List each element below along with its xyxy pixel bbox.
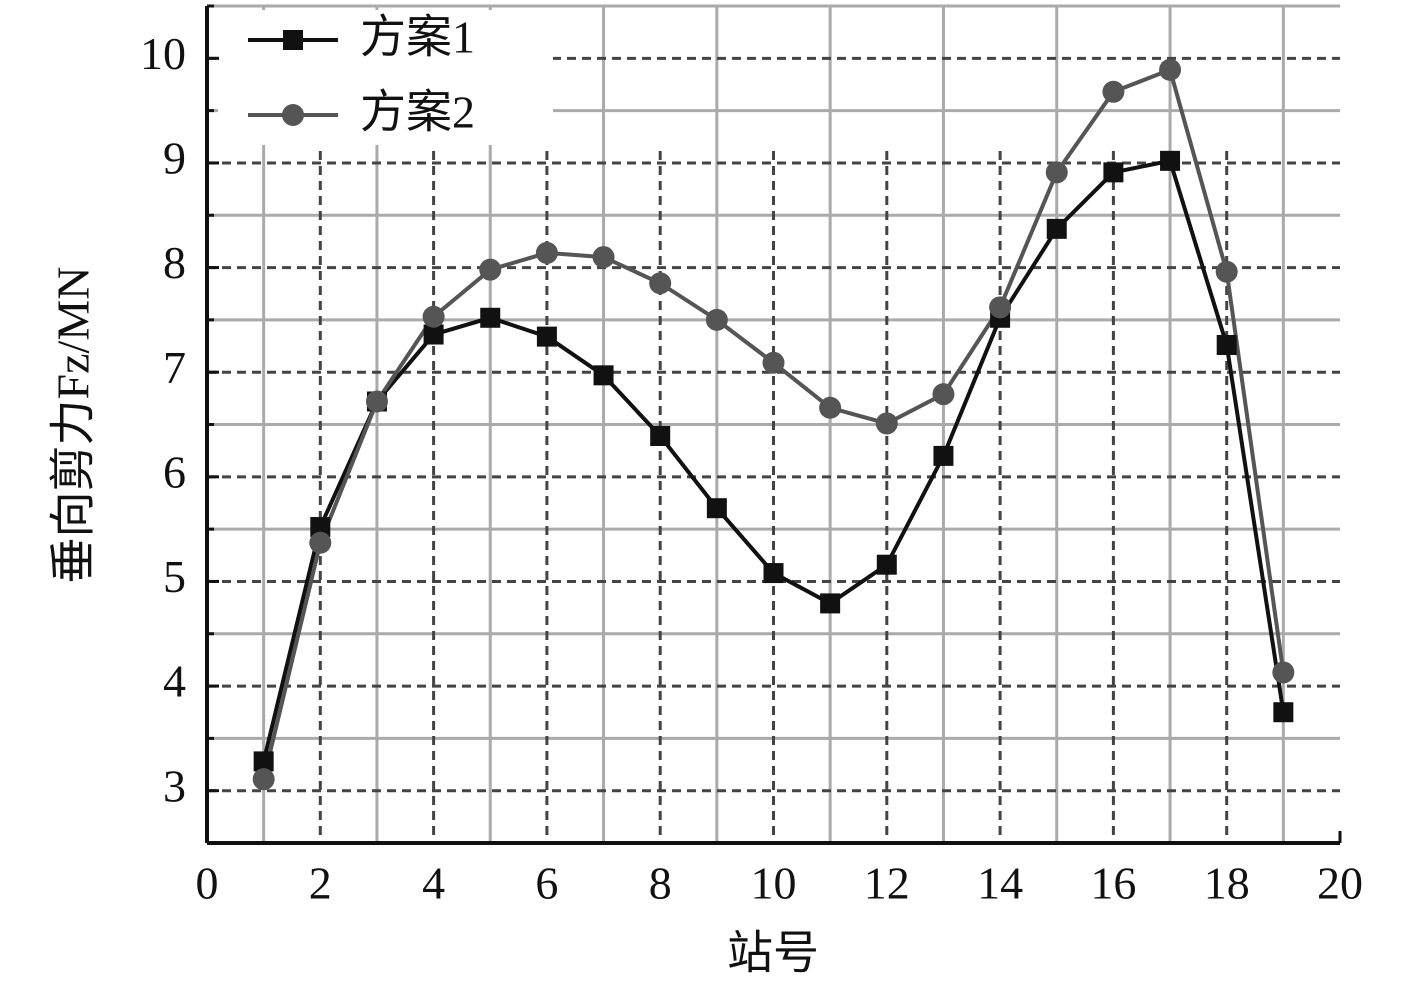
x-tick-label: 18 <box>1204 858 1250 909</box>
x-tick-label: 14 <box>977 858 1023 909</box>
marker <box>989 296 1012 319</box>
y-tick-label: 6 <box>163 446 186 497</box>
x-tick-label: 12 <box>864 858 910 909</box>
marker <box>1045 161 1068 184</box>
x-tick-label: 0 <box>196 858 219 909</box>
x-tick-label: 2 <box>309 858 332 909</box>
marker <box>593 365 614 386</box>
marker <box>932 383 955 406</box>
marker <box>820 593 841 614</box>
marker <box>762 351 785 374</box>
marker <box>819 396 842 419</box>
y-axis-label: 垂向剪力Fz/MN <box>48 267 99 584</box>
marker <box>422 305 445 328</box>
marker <box>706 498 727 519</box>
marker <box>649 272 672 295</box>
marker <box>480 307 501 328</box>
legend-box <box>218 10 553 145</box>
legend-marker <box>282 104 304 126</box>
series-line <box>261 158 1286 762</box>
marker <box>705 308 728 331</box>
y-tick-label: 5 <box>163 551 186 602</box>
legend-label: 方案2 <box>360 87 475 138</box>
marker <box>1215 260 1238 283</box>
marker <box>535 241 558 264</box>
marker <box>1216 334 1237 355</box>
marker <box>650 426 671 447</box>
marker <box>763 563 784 584</box>
marker <box>365 390 388 413</box>
marker <box>536 326 557 347</box>
x-tick-label: 6 <box>535 858 558 909</box>
y-tick-label: 7 <box>163 342 186 393</box>
marker <box>479 258 502 281</box>
grid <box>207 4 1340 843</box>
marker <box>1103 162 1124 183</box>
x-tick-label: 8 <box>649 858 672 909</box>
marker <box>252 768 275 791</box>
legend-marker <box>283 30 303 50</box>
marker <box>876 554 897 575</box>
marker <box>1273 702 1294 723</box>
marker <box>1160 150 1181 171</box>
marker <box>1102 80 1125 103</box>
marker <box>933 445 954 466</box>
marker <box>310 517 331 538</box>
marker <box>309 531 332 554</box>
marker <box>1159 58 1182 81</box>
x-tick-label: 10 <box>751 858 797 909</box>
x-tick-label: 20 <box>1317 858 1363 909</box>
x-axis-label: 站号 <box>727 928 819 979</box>
y-tick-label: 10 <box>140 28 186 79</box>
y-tick-label: 4 <box>163 656 186 707</box>
y-tick-label: 8 <box>163 237 186 288</box>
marker <box>1272 661 1295 684</box>
marker <box>592 246 615 269</box>
marker <box>1046 218 1067 239</box>
marker <box>875 412 898 435</box>
marker <box>253 751 274 772</box>
x-tick-label: 4 <box>422 858 445 909</box>
y-tick-label: 9 <box>163 133 186 184</box>
x-tick-label: 16 <box>1090 858 1136 909</box>
y-tick-label: 3 <box>163 760 186 811</box>
legend-label: 方案1 <box>360 12 475 63</box>
marker <box>423 324 444 345</box>
